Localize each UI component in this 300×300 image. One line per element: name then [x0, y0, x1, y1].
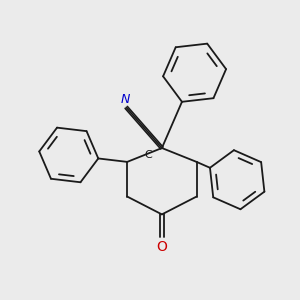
- Text: N: N: [121, 93, 130, 106]
- Text: O: O: [157, 240, 167, 254]
- Text: C: C: [144, 150, 152, 160]
